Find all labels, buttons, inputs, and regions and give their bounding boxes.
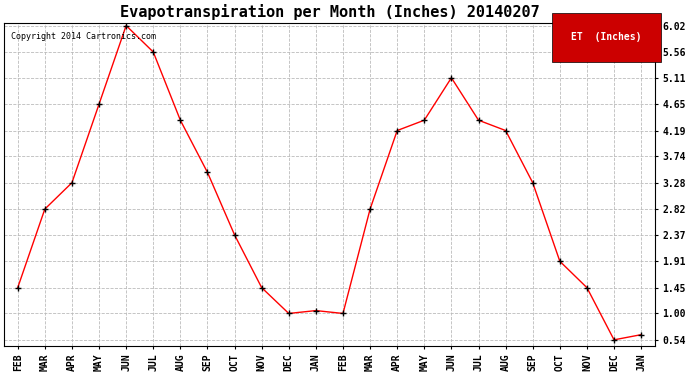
Text: Copyright 2014 Cartronics.com: Copyright 2014 Cartronics.com	[10, 32, 156, 41]
Title: Evapotranspiration per Month (Inches) 20140207: Evapotranspiration per Month (Inches) 20…	[119, 4, 540, 20]
Text: ET  (Inches): ET (Inches)	[571, 32, 642, 42]
